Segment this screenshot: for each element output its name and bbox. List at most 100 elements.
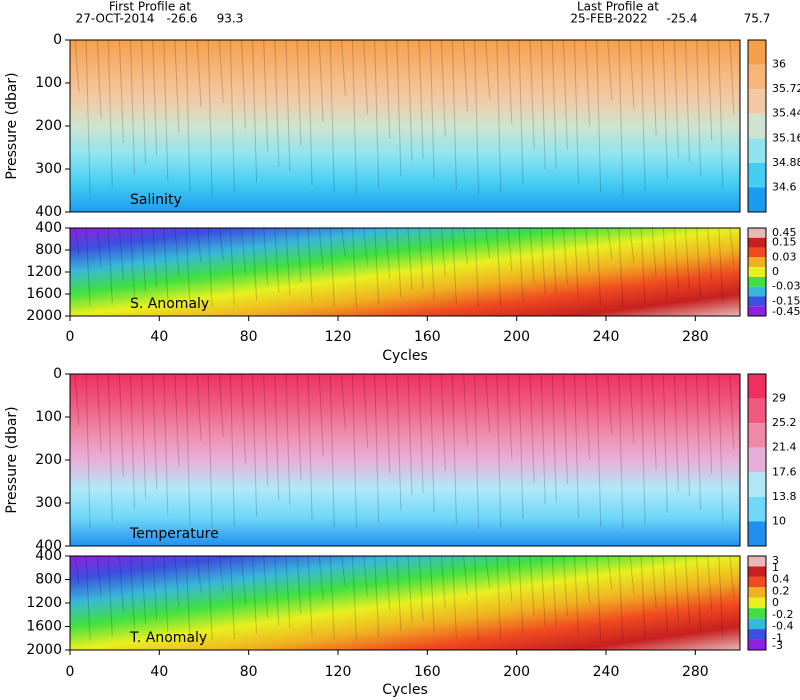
colorbar-cell [748,286,766,297]
first-profile-date: 27-OCT-2014 [76,12,155,26]
contour [252,555,258,634]
panel-label: T. Anomaly [129,630,207,646]
y-tick-label: 100 [35,409,62,425]
contour [229,39,235,192]
contour [662,555,668,632]
contour [74,39,80,92]
contour [562,39,568,150]
contour [385,227,391,279]
contour [374,227,380,305]
contour [107,227,113,304]
contour [407,227,413,290]
contour [263,39,269,153]
colorbar-label: 35.16 [772,131,800,144]
x-tick-label: 240 [593,664,620,680]
contour [363,227,369,266]
contour [651,227,657,277]
contour [685,373,690,496]
contour [307,373,313,520]
contour [285,227,291,296]
colorbar-cell [748,138,766,163]
contour [174,373,180,467]
contour [618,555,624,641]
contour [729,373,735,450]
contour [607,373,613,435]
x-tick-label: 40 [150,329,168,345]
colorbar-cell [748,228,766,238]
colorbar-cell [748,237,766,248]
contour [152,555,158,620]
field [70,374,740,546]
panel-label: S. Anomaly [130,296,209,312]
colorbar-label: 0.03 [772,250,797,263]
contour [163,227,169,300]
contour [451,39,457,190]
contour [130,227,135,297]
contour [696,373,702,510]
colorbar-cell [748,521,766,546]
contour [396,373,402,511]
contour [562,227,568,285]
contour [296,39,302,147]
contour [352,555,357,641]
colorbar-cell [748,608,766,619]
colorbar-label: 3 [772,554,779,567]
contour [107,555,113,637]
contour [574,555,579,635]
contour [562,373,568,484]
contour [485,227,491,259]
contour [496,373,502,527]
colorbar-cell [748,374,766,399]
contour [618,227,624,308]
contour [529,227,535,284]
x-tick-label: 160 [414,329,441,345]
colorbar-label: -1 [772,631,783,644]
x-tick-label: 0 [66,329,75,345]
contour [440,39,446,137]
colorbar-label: 0.2 [772,584,790,597]
contour [118,39,124,143]
contour [296,227,302,283]
y-tick-label: 800 [35,242,62,258]
colorbar-label: -0.45 [772,305,800,318]
contour [185,555,191,639]
y-axis-label: Pressure (dbar) [4,406,20,513]
contour [463,39,468,112]
contour [518,373,524,519]
colorbar-cell [748,296,766,307]
contour [474,39,480,195]
contour [118,373,124,477]
contour [107,39,113,188]
contour [174,227,180,276]
contour [274,555,280,626]
colorbar-label: -0.03 [772,280,800,293]
contour [618,39,624,195]
colorbar-cell [748,629,766,640]
contour [196,39,202,108]
colorbar-label: 0.15 [772,236,797,249]
contour [296,373,302,481]
contour [285,39,291,172]
contour [496,555,502,640]
y-tick-label: 0 [53,32,62,48]
contour [340,227,346,257]
contour [318,555,324,601]
contour [529,39,535,149]
contour [385,555,391,611]
contour [85,227,91,307]
colorbar-frame [747,373,767,547]
colorbar-cell [748,247,766,258]
y-tick-label: 0 [53,366,62,382]
contour [629,373,635,444]
contour [363,555,369,597]
contour [585,555,591,604]
contour [696,39,702,176]
contour [529,373,535,483]
contour [718,555,724,638]
colorbar-cell [748,587,766,598]
colorbar-frame [747,227,767,317]
contour [518,555,524,635]
colorbar-label: -0.15 [772,294,800,307]
contour [385,39,391,139]
